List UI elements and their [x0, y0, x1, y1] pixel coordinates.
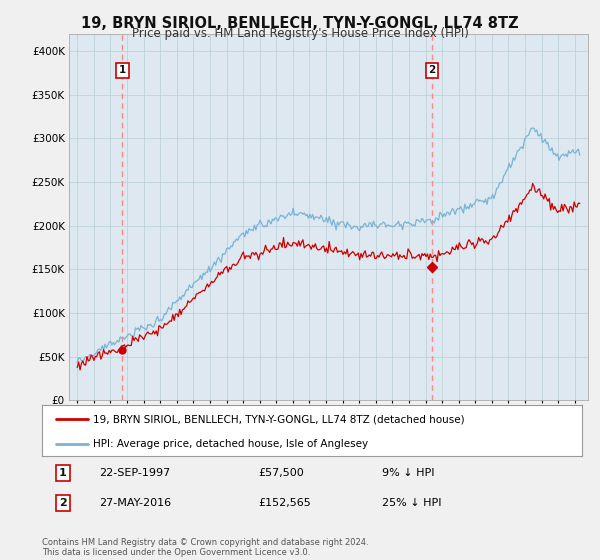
- Text: 19, BRYN SIRIOL, BENLLECH, TYN-Y-GONGL, LL74 8TZ (detached house): 19, BRYN SIRIOL, BENLLECH, TYN-Y-GONGL, …: [94, 414, 465, 424]
- Text: 19, BRYN SIRIOL, BENLLECH, TYN-Y-GONGL, LL74 8TZ: 19, BRYN SIRIOL, BENLLECH, TYN-Y-GONGL, …: [81, 16, 519, 31]
- Text: Price paid vs. HM Land Registry's House Price Index (HPI): Price paid vs. HM Land Registry's House …: [131, 27, 469, 40]
- Text: £152,565: £152,565: [258, 498, 311, 508]
- Text: 1: 1: [119, 66, 126, 75]
- Text: HPI: Average price, detached house, Isle of Anglesey: HPI: Average price, detached house, Isle…: [94, 438, 368, 449]
- Text: 25% ↓ HPI: 25% ↓ HPI: [382, 498, 442, 508]
- Text: 22-SEP-1997: 22-SEP-1997: [98, 468, 170, 478]
- Text: 9% ↓ HPI: 9% ↓ HPI: [382, 468, 434, 478]
- Text: 1: 1: [59, 468, 67, 478]
- Text: 2: 2: [428, 66, 436, 75]
- Text: Contains HM Land Registry data © Crown copyright and database right 2024.
This d: Contains HM Land Registry data © Crown c…: [42, 538, 368, 557]
- Text: £57,500: £57,500: [258, 468, 304, 478]
- Text: 2: 2: [59, 498, 67, 508]
- Text: 27-MAY-2016: 27-MAY-2016: [98, 498, 171, 508]
